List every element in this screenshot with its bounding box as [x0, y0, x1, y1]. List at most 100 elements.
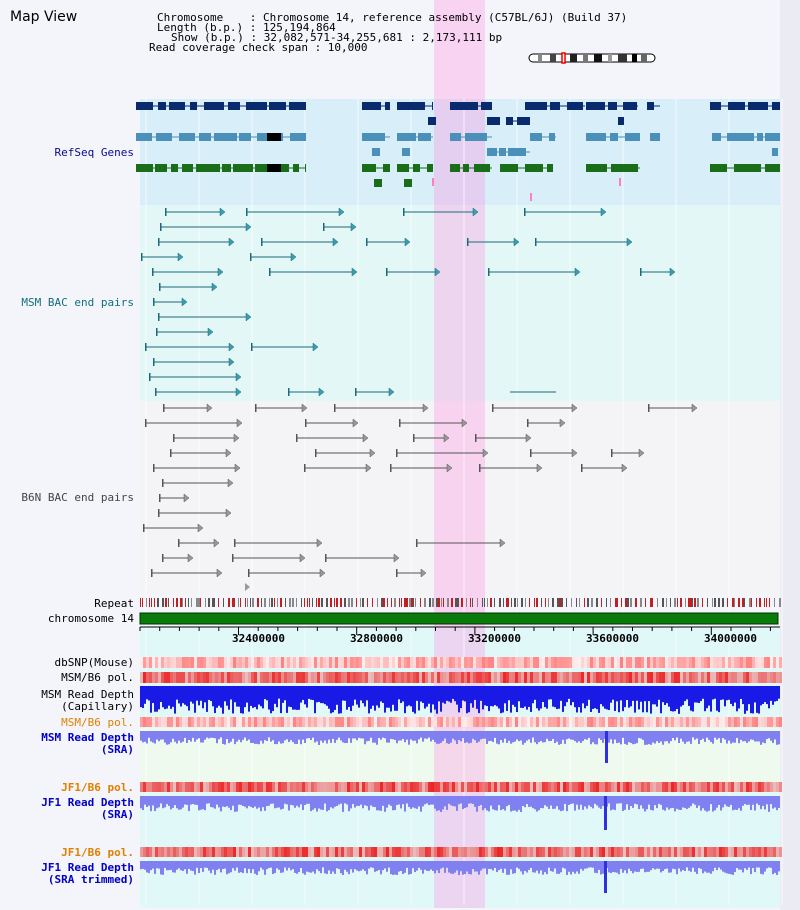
- heat-cell: [455, 657, 458, 668]
- repeat-mark: [521, 598, 523, 607]
- heat-cell: [566, 657, 569, 668]
- heat-cell: [257, 717, 260, 727]
- heat-cell: [215, 847, 218, 857]
- heat-cell: [158, 717, 161, 727]
- depth-bar: [670, 731, 672, 742]
- depth-bar: [602, 731, 604, 743]
- heat-cell: [665, 672, 668, 683]
- heat-cell: [551, 717, 554, 727]
- depth-bar: [568, 796, 570, 805]
- heat-cell: [221, 657, 224, 668]
- track-label-b6n-bac[interactable]: B6N BAC end pairs: [21, 491, 134, 504]
- repeat-mark: [662, 598, 664, 607]
- depth-bar: [324, 861, 326, 874]
- depth-bar: [336, 796, 338, 806]
- heat-cell: [644, 657, 647, 668]
- depth-bar: [292, 796, 294, 806]
- heat-cell: [542, 657, 545, 668]
- depth-bar: [164, 861, 166, 868]
- heat-cell: [179, 657, 182, 668]
- heat-cell: [146, 672, 149, 683]
- repeat-mark: [506, 598, 508, 607]
- depth-bar: [554, 731, 556, 744]
- selected-region-highlight[interactable]: [434, 0, 485, 908]
- chromosome-ideogram[interactable]: [528, 52, 658, 64]
- heat-cell: [767, 847, 770, 857]
- depth-bar: [650, 796, 652, 810]
- bac-pair-end: [151, 569, 153, 577]
- depth-bar: [720, 686, 722, 700]
- depth-bar: [166, 686, 168, 709]
- heat-cell: [539, 672, 542, 683]
- depth-bar: [560, 686, 562, 701]
- heat-cell: [299, 672, 302, 683]
- heat-cell: [209, 657, 212, 668]
- heat-cell: [713, 782, 716, 792]
- heat-cell: [764, 782, 767, 792]
- heat-cell: [776, 847, 779, 857]
- repeat-mark: [387, 598, 388, 607]
- heat-cell: [449, 782, 452, 792]
- gene-exon: [233, 164, 253, 172]
- depth-bar: [290, 686, 292, 708]
- depth-bar: [160, 796, 162, 804]
- heat-cell: [743, 717, 746, 727]
- depth-bar: [198, 731, 200, 739]
- depth-bar: [360, 796, 362, 805]
- bac-pair-end: [611, 449, 613, 457]
- depth-bar: [636, 731, 638, 744]
- depth-bar: [632, 796, 634, 808]
- depth-bar: [620, 686, 622, 701]
- depth-bar: [652, 861, 654, 869]
- heat-cell: [347, 847, 350, 857]
- track-label-msm-bac[interactable]: MSM BAC end pairs: [21, 296, 134, 309]
- heat-cell: [227, 782, 230, 792]
- heat-cell: [380, 847, 383, 857]
- depth-bar: [250, 861, 252, 873]
- depth-bar: [624, 861, 626, 871]
- depth-bar: [296, 861, 298, 874]
- heat-cell: [179, 847, 182, 857]
- depth-bar: [416, 686, 418, 701]
- track-label-refseq[interactable]: RefSeq Genes: [54, 146, 134, 159]
- depth-bar: [498, 861, 500, 871]
- repeat-mark: [738, 598, 740, 607]
- gene-exon: [404, 179, 412, 187]
- depth-bar: [384, 731, 386, 739]
- depth-bar: [660, 861, 662, 873]
- heat-cell: [308, 657, 311, 668]
- depth-bar: [682, 796, 684, 808]
- heat-cell: [728, 672, 731, 683]
- vertical-scrollbar[interactable]: [780, 0, 800, 910]
- bac-pair-end: [396, 569, 398, 577]
- heat-cell: [236, 847, 239, 857]
- depth-bar: [338, 796, 340, 805]
- heat-cell: [722, 657, 725, 668]
- depth-bar: [148, 686, 150, 701]
- depth-bar: [496, 861, 498, 873]
- heat-cell: [221, 847, 224, 857]
- heat-cell: [512, 672, 515, 683]
- depth-bar: [558, 796, 560, 810]
- depth-bar: [700, 731, 702, 740]
- heat-cell: [152, 847, 155, 857]
- depth-bar: [558, 861, 560, 874]
- depth-bar: [436, 796, 438, 811]
- heat-cell: [548, 782, 551, 792]
- bac-pair-head: [420, 568, 427, 578]
- depth-bar: [484, 686, 486, 706]
- heat-cell: [224, 672, 227, 683]
- heat-cell: [761, 717, 764, 727]
- repeat-mark: [154, 598, 155, 607]
- depth-bar: [746, 861, 748, 870]
- depth-bar: [738, 731, 740, 744]
- bac-pair-end: [261, 238, 263, 246]
- heat-cell: [632, 717, 635, 727]
- depth-bar: [264, 686, 266, 700]
- depth-bar: [358, 686, 360, 708]
- depth-bar: [380, 686, 382, 702]
- depth-bar: [176, 731, 178, 744]
- depth-bar: [442, 731, 444, 741]
- heat-cell: [581, 847, 584, 857]
